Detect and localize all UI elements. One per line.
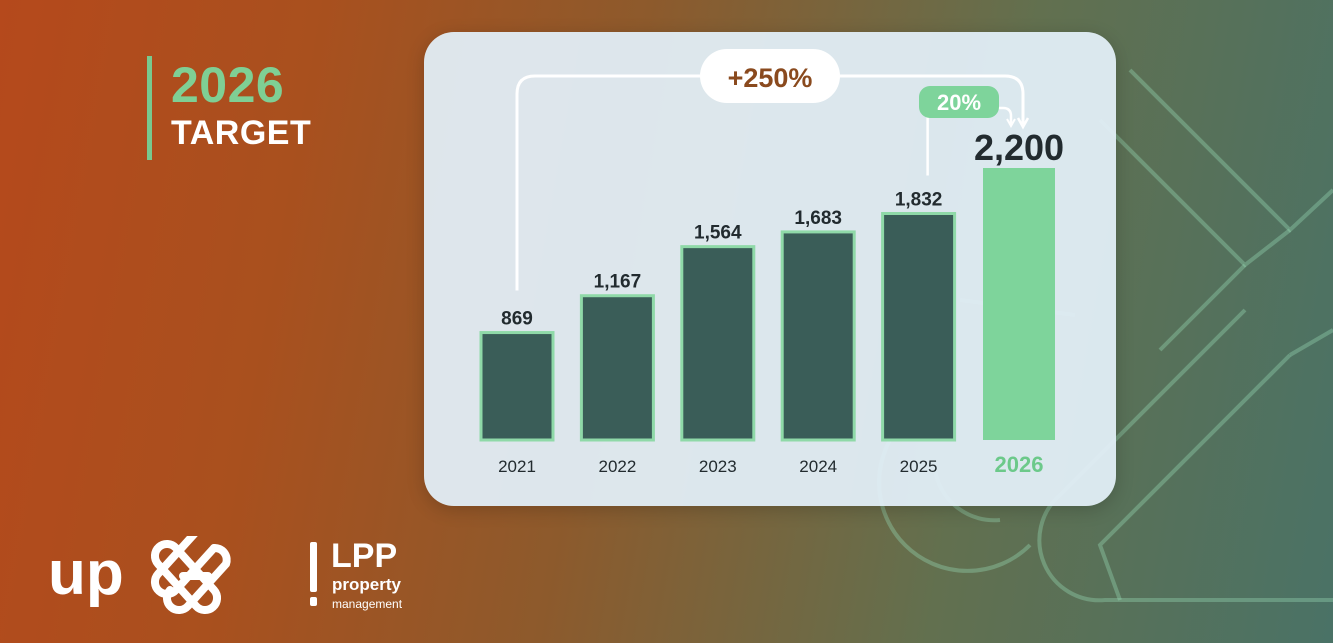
x-tick-2024: 2024 [799, 457, 837, 476]
up-logo-mark: up [48, 528, 231, 615]
lpp-logo-tagline: management [332, 597, 403, 611]
up-logo: up [48, 528, 238, 621]
value-label-2022: 1,167 [594, 272, 642, 293]
bar-2023 [680, 245, 756, 442]
growth-badge-text: +250% [728, 63, 813, 93]
yoy-badge [919, 86, 999, 118]
value-label-2026: 2,200 [974, 127, 1064, 168]
chart-panel: 869 2021 1,167 2022 1,564 2023 1,683 2024 1,832 2… [424, 32, 1116, 506]
bar-2024 [780, 230, 856, 442]
x-tick-2023: 2023 [699, 457, 737, 476]
growth-arrowhead [1016, 117, 1030, 130]
bar-chart: 869 2021 1,167 2022 1,564 2023 1,683 2024 1,832 2… [479, 49, 1064, 477]
x-tick-2022: 2022 [598, 457, 636, 476]
bar-2026 [983, 168, 1055, 440]
up-logo-text: up [48, 539, 124, 608]
target-year: 2026 [171, 57, 285, 113]
value-label-2024: 1,683 [794, 208, 842, 229]
lpp-logo-title: LPP [331, 537, 398, 575]
target-heading: 2026 TARGET [147, 56, 311, 160]
value-label-2021: 869 [501, 309, 533, 330]
bar-2021 [479, 331, 555, 442]
lpp-logo-subtitle: property [332, 575, 401, 594]
value-label-2025: 1,832 [895, 189, 943, 210]
heart-knot-icon [150, 528, 231, 615]
lpp-logo: LPP property management [307, 537, 437, 614]
yoy-badge-text: 20% [937, 90, 981, 115]
x-tick-2021: 2021 [498, 457, 536, 476]
x-tick-2026: 2026 [995, 452, 1044, 477]
yoy-arrowhead [1006, 118, 1016, 129]
lpp-logo-dot [310, 597, 317, 606]
lpp-logo-bar [310, 542, 317, 592]
bar-2025 [881, 211, 957, 442]
target-word: TARGET [171, 114, 312, 152]
growth-badge [700, 49, 840, 103]
value-label-2023: 1,564 [694, 223, 742, 244]
x-tick-2025: 2025 [900, 457, 938, 476]
bar-2022 [579, 294, 655, 442]
